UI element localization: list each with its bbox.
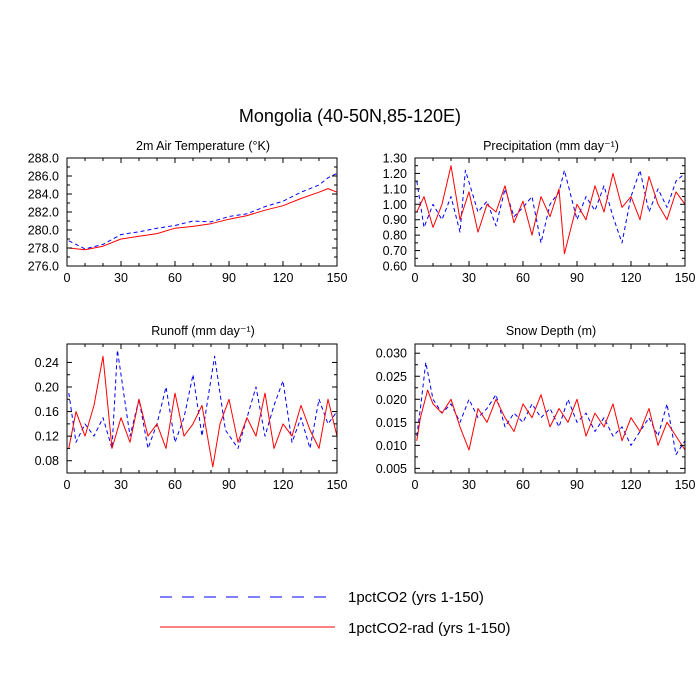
x-tick-label: 90 — [222, 271, 236, 285]
x-tick-label: 0 — [64, 478, 71, 492]
y-tick-label: 0.80 — [383, 229, 407, 243]
y-tick-label: 282.0 — [28, 206, 59, 220]
y-tick-label: 278.0 — [28, 242, 59, 256]
x-tick-label: 150 — [327, 271, 348, 285]
x-tick-label: 90 — [570, 271, 584, 285]
plot-frame — [414, 343, 686, 474]
y-tick-label: 0.60 — [383, 260, 407, 274]
x-tick-label: 60 — [516, 271, 530, 285]
legend: 1pctCO2 (yrs 1-150) 1pctCO2-rad (yrs 1-1… — [160, 589, 511, 637]
y-tick-label: 0.005 — [376, 462, 407, 476]
y-tick-label: 0.030 — [376, 347, 407, 361]
x-tick-label: 0 — [412, 478, 419, 492]
x-tick-label: 150 — [675, 271, 696, 285]
y-tick-label: 0.24 — [35, 356, 59, 370]
x-tick-label: 60 — [168, 271, 182, 285]
x-tick-label: 150 — [675, 478, 696, 492]
y-tick-label: 288.0 — [28, 152, 59, 166]
y-tick-label: 0.08 — [35, 454, 59, 468]
panel-runoff: Runoff (mm day⁻¹) 0 30 60 90 120 150 0.08 0.12 0… — [35, 324, 348, 492]
legend-label-1pctco2: 1pctCO2 (yrs 1-150) — [348, 589, 484, 606]
x-tick-label: 120 — [621, 271, 642, 285]
series-line-1pctco2-rad — [416, 165, 686, 255]
x-tick-label: 0 — [64, 271, 71, 285]
panel-title: 2m Air Temperature (°K) — [136, 139, 270, 153]
panel-title: Precipitation (mm day⁻¹) — [483, 139, 619, 153]
x-tick-label: 60 — [516, 478, 530, 492]
plot-frame — [414, 157, 686, 267]
x-tick-label: 30 — [114, 271, 128, 285]
y-tick-label: 1.10 — [383, 182, 407, 196]
y-tick-label: 0.010 — [376, 439, 407, 453]
y-tick-label: 280.0 — [28, 224, 59, 238]
plot-frame — [66, 157, 338, 267]
series-line-1pctco2 — [416, 361, 686, 456]
panel-title: Runoff (mm day⁻¹) — [151, 324, 255, 338]
y-tick-label: 0.70 — [383, 244, 407, 258]
x-tick-label: 120 — [273, 478, 294, 492]
y-tick-label: 0.025 — [376, 370, 407, 384]
panel-precipitation: Precipitation (mm day⁻¹) 0 30 60 90 120 150 0.… — [383, 139, 696, 285]
plot-frame — [66, 343, 338, 474]
series-line-1pctco2 — [68, 349, 338, 449]
y-tick-label: 0.20 — [35, 381, 59, 395]
series-line-1pctco2-rad — [416, 389, 686, 451]
series-line-1pctco2-rad — [68, 188, 338, 251]
x-tick-label: 60 — [168, 478, 182, 492]
y-tick-label: 1.00 — [383, 198, 407, 212]
y-tick-label: 1.20 — [383, 167, 407, 181]
series-line-1pctco2 — [416, 169, 686, 244]
x-tick-label: 30 — [114, 478, 128, 492]
series-line-1pctco2-rad — [68, 355, 338, 468]
x-tick-label: 120 — [273, 271, 294, 285]
x-tick-label: 0 — [412, 271, 419, 285]
y-tick-label: 0.16 — [35, 405, 59, 419]
x-tick-label: 90 — [570, 478, 584, 492]
legend-label-1pctco2-rad: 1pctCO2-rad (yrs 1-150) — [348, 620, 511, 637]
x-tick-label: 120 — [621, 478, 642, 492]
y-tick-label: 0.90 — [383, 213, 407, 227]
x-tick-label: 30 — [462, 271, 476, 285]
y-tick-label: 1.30 — [383, 152, 407, 166]
y-tick-label: 0.020 — [376, 393, 407, 407]
x-tick-label: 90 — [222, 478, 236, 492]
panel-air-temperature: 2m Air Temperature (°K) 0 30 60 90 120 150 276… — [28, 139, 348, 285]
series-line-1pctco2 — [68, 172, 338, 250]
x-tick-label: 30 — [462, 478, 476, 492]
y-tick-label: 286.0 — [28, 170, 59, 184]
y-tick-label: 0.12 — [35, 430, 59, 444]
panel-title: Snow Depth (m) — [506, 324, 596, 338]
y-tick-label: 284.0 — [28, 188, 59, 202]
figure-title: Mongolia (40-50N,85-120E) — [239, 106, 461, 126]
y-tick-label: 276.0 — [28, 260, 59, 274]
y-tick-label: 0.015 — [376, 416, 407, 430]
x-tick-label: 150 — [327, 478, 348, 492]
panel-snow-depth: Snow Depth (m) 0 30 60 90 120 150 0.005 0.010 0.… — [376, 324, 696, 492]
